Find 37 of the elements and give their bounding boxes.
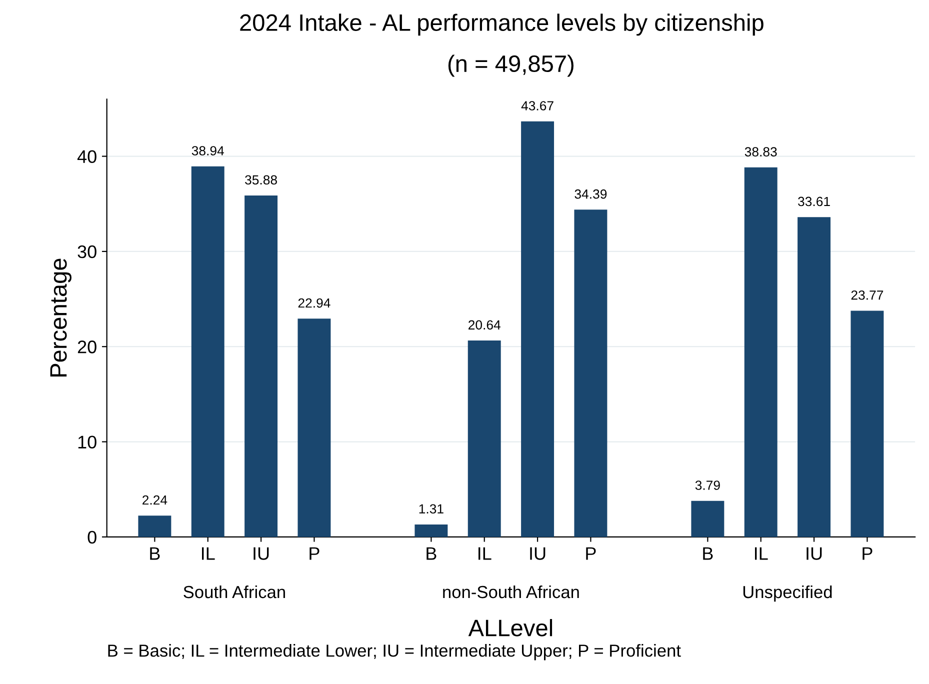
data-label: 20.64 [468,320,500,330]
data-label: 3.79 [695,480,720,490]
x-tick-label: P [586,547,596,560]
x-tick-label: B [426,547,436,560]
x-tick-label: B [703,547,713,560]
x-tick-label: IL [202,547,215,560]
text: Unspecified [743,585,832,602]
data-label: 1.31 [419,504,444,514]
x-axis-title: ALLevel [468,619,552,636]
data-label: 2.24 [142,495,168,505]
x-tick-label: P [862,547,872,560]
y-tick-label: 40 [77,150,96,163]
x-tick-label: IU [806,547,822,560]
data-label: 33.61 [798,196,830,206]
y-tick-label: 10 [78,436,96,448]
x-tick-label: B [150,547,160,560]
data-label: 38.94 [192,146,224,156]
chart-subtitle: (n = 49,857) [448,54,574,77]
data-label: 38.83 [744,147,777,156]
data-label: 35.88 [245,175,277,185]
text: B = Basic; IL = Intermediate Lower; IU = Intermediate Upper; P = Proficient [108,644,681,660]
data-label: 34.39 [574,189,607,199]
data-label: 23.77 [851,290,884,300]
x-tick-label: IU [530,547,546,560]
y-tick-label: 30 [78,245,96,258]
x-tick-label: IL [755,547,768,560]
data-label: 43.67 [521,101,554,110]
data-label: 22.94 [298,298,330,308]
y-tick-label: 20 [78,340,96,354]
x-tick-label: P [310,547,320,560]
text: South African [184,585,285,598]
chart-title: 2024 Intake - AL performance levels by citizenship [240,14,764,36]
x-tick-label: IU [254,547,269,560]
text: non-South African [443,585,579,598]
y-tick-label: 0 [88,530,96,544]
x-tick-label: IL [478,547,492,560]
y-axis-title: Percentage [50,258,72,376]
